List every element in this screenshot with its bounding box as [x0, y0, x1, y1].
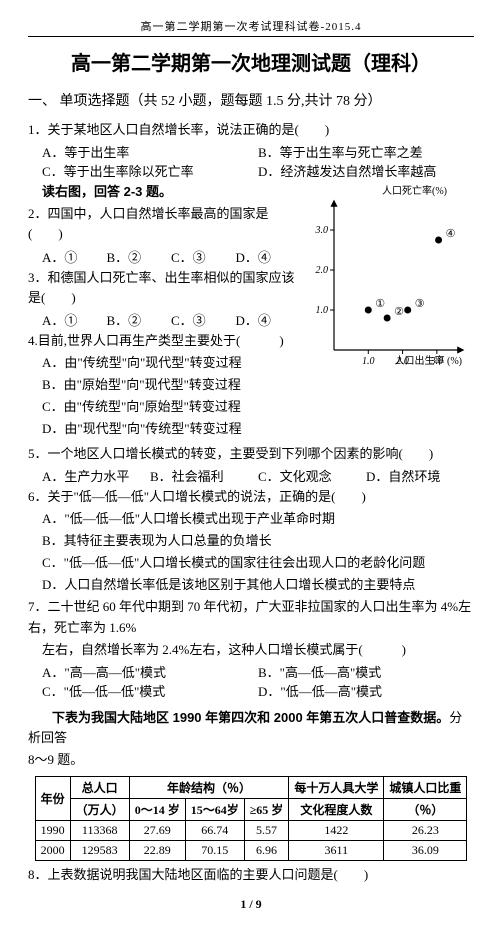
q7-opt-b: B．"高—低—高"模式 [258, 662, 474, 681]
q4-opt-b: B．由"原始型"向"现代型"转变过程 [28, 375, 300, 395]
header-line: 高一第二学期第一次考试理科试卷-2015.4 [28, 18, 474, 34]
th-pop: 总人口 [70, 777, 129, 799]
th-edu-sub: 文化程度人数 [289, 799, 384, 821]
svg-text:②: ② [394, 306, 404, 318]
q2-opt-c: C．③ [171, 247, 236, 266]
q3-opt-b: B．② [107, 310, 172, 329]
th-urban-sub: （％） [384, 799, 467, 821]
th-15-64: 15～64岁 [185, 799, 244, 821]
svg-text:1.0: 1.0 [316, 305, 329, 316]
read-hint: 读右图，回答 2-3 题。 [28, 182, 300, 202]
q5-opt-d: D．自然环境 [366, 466, 474, 485]
table-row: 2000 129583 22.89 70.15 6.96 3611 36.09 [35, 841, 467, 861]
table-row: 1990 113368 27.69 66.74 5.57 1422 26.23 [35, 821, 467, 841]
q1-opt-d: D．经济越发达自然增长率越高 [258, 161, 474, 180]
q2-opt-a: A．① [42, 247, 107, 266]
svg-text:2.0: 2.0 [316, 265, 329, 276]
q7-opt-c: C．"低—低—低"模式 [42, 681, 258, 700]
svg-text:人口出生率 (%): 人口出生率 (%) [395, 354, 463, 367]
svg-text:③: ③ [415, 298, 425, 310]
table-intro-line1: 下表为我国大陆地区 1990 年第四次和 2000 年第五次人口普查数据。分析回… [28, 708, 474, 748]
q3-opt-c: C．③ [171, 310, 236, 329]
q4-opt-c: C．由"传统型"向"原始型"转变过程 [28, 397, 300, 417]
q7-opt-d: D．"低—低—高"模式 [258, 681, 474, 700]
q1-stem: 1．关于某地区人口自然增长率，说法正确的是( ) [28, 120, 474, 140]
th-0-14: 0～14 岁 [129, 799, 185, 821]
page-title: 高一第二学期第一次地理测试题（理科） [28, 47, 474, 76]
q5-stem: 5．一个地区人口增长模式的转变，主要受到下列哪个因素的影响( ) [28, 444, 474, 464]
q6-opt-a: A．"低—低—低"人口增长模式出现于产业革命时期 [28, 509, 474, 529]
svg-text:④: ④ [446, 228, 456, 240]
section-heading: 一、 单项选择题（共 52 小题，题每题 1.5 分,共计 78 分） [28, 90, 474, 110]
table-intro-line2: 8～9 题。 [28, 750, 474, 770]
svg-text:①: ① [375, 298, 385, 310]
q1-opt-b: B．等于出生率与死亡率之差 [258, 142, 474, 161]
q2-opt-d: D．④ [236, 247, 301, 266]
q8-stem: 8．上表数据说明我国大陆地区面临的主要人口问题是( ) [28, 865, 474, 885]
th-pop-sub: （万人） [70, 799, 129, 821]
th-age: 年龄结构（％） [129, 777, 289, 799]
q4-opt-d: D．由"现代型"向"传统型"转变过程 [28, 419, 300, 439]
q5-opt-b: B．社会福利 [150, 466, 258, 485]
q1-opt-a: A．等于出生率 [42, 142, 258, 161]
q6-opt-b: B．其特征主要表现为人口总量的负增长 [28, 531, 474, 551]
q3-stem: 3．和德国人口死亡率、出生率相似的国家应该是( ) [28, 268, 300, 308]
svg-text:1.0: 1.0 [362, 356, 375, 367]
q2-stem: 2．四国中，人口自然增长率最高的国家是( ) [28, 204, 300, 244]
q3-opt-a: A．① [42, 310, 107, 329]
q6-opt-c: C．"低—低—低"人口增长模式的国家往往会出现人口的老龄化问题 [28, 553, 474, 573]
svg-text:人口死亡率(%): 人口死亡率(%) [382, 184, 447, 197]
q6-opt-d: D．人口自然增长率低是该地区别于其他人口增长模式的主要特点 [28, 575, 474, 595]
th-year: 年份 [35, 777, 70, 821]
q7-stem-1: 7．二十世纪 60 年代中期到 70 年代初，广大亚非拉国家的人口出生率为 4%… [28, 597, 474, 637]
th-edu: 每十万人具大学 [289, 777, 384, 799]
th-65: ≥65 岁 [244, 799, 289, 821]
svg-text:3.0: 3.0 [315, 225, 329, 236]
q4-opt-a: A．由"传统型"向"现代型"转变过程 [28, 353, 300, 373]
q7-stem-2: 左右，自然增长率为 2.4%左右，这种人口增长模式属于( ) [28, 640, 474, 660]
q6-stem: 6．关于"低—低—低"人口增长模式的说法，正确的是( ) [28, 487, 474, 507]
q2-opt-b: B．② [107, 247, 172, 266]
q7-opt-a: A．"高—高—低"模式 [42, 662, 258, 681]
q4-stem: 4.目前,世界人口再生产类型主要处于( ) [28, 331, 300, 351]
scatter-chart: 1.02.03.01.02.03.0人口死亡率(%)人口出生率 (%)①②③④ [300, 180, 474, 441]
page-number: 1 / 9 [28, 897, 474, 912]
th-urban: 城镇人口比重 [384, 777, 467, 799]
census-table: 年份 总人口 年龄结构（％） 每十万人具大学 城镇人口比重 （万人） 0～14 … [35, 776, 468, 861]
q3-opt-d: D．④ [236, 310, 301, 329]
q5-opt-a: A．生产力水平 [42, 466, 150, 485]
q5-opt-c: C．文化观念 [258, 466, 366, 485]
q1-opt-c: C．等于出生率除以死亡率 [42, 161, 258, 180]
divider-top [28, 36, 474, 37]
